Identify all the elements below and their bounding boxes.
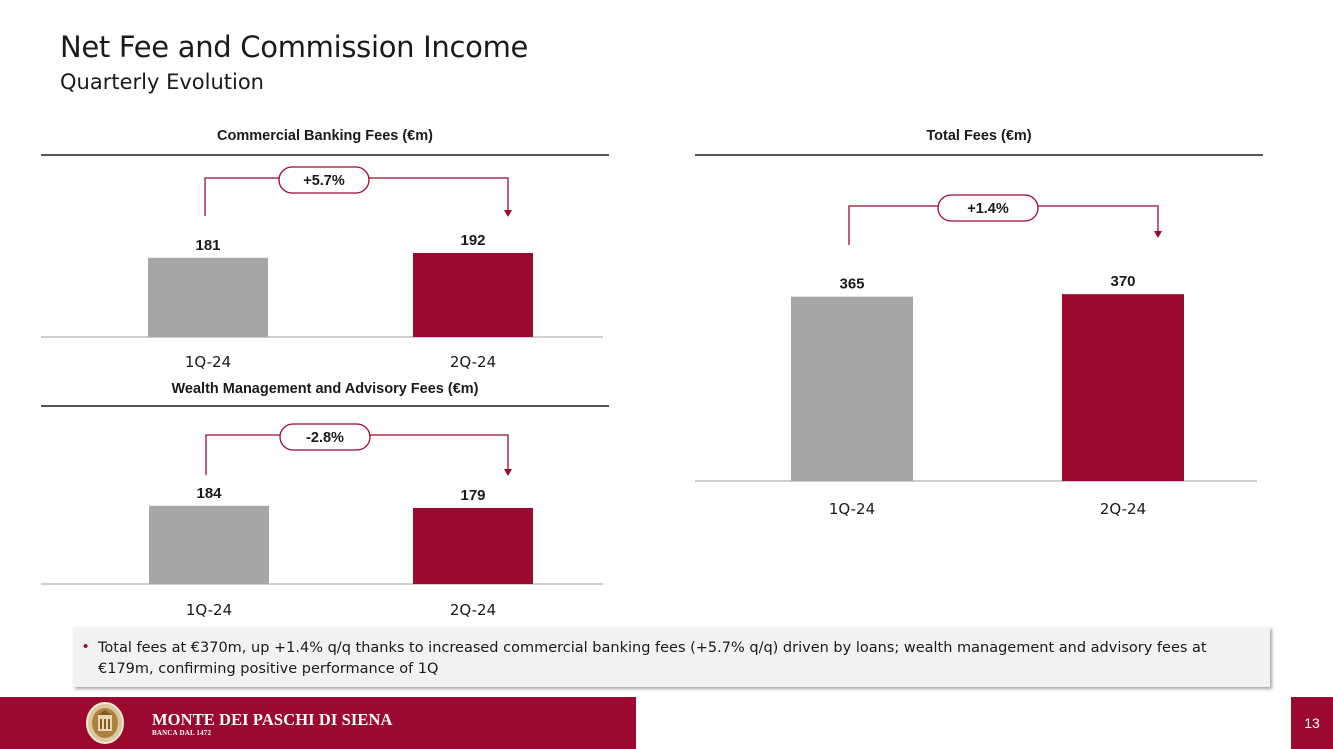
- bullet-icon: •: [83, 638, 89, 655]
- data-label: 184: [196, 485, 222, 502]
- data-label: 192: [460, 232, 485, 249]
- change-pill: [279, 423, 371, 451]
- chart-plot: 184 1Q-24 179 2Q-24 -2.8%: [41, 423, 603, 619]
- data-label: 370: [1110, 273, 1135, 290]
- bar-2Q-24: [413, 253, 533, 337]
- chart-title-rule: [41, 405, 609, 407]
- commercial-fees-chart: Commercial Banking Fees (€m) 181 1Q-24 192…: [41, 125, 609, 375]
- bar-1Q-24: [149, 505, 269, 584]
- chart-title-rule: [695, 154, 1263, 156]
- change-pill: [278, 166, 370, 194]
- wealth-fees-chart: Wealth Management and Advisory Fees (€m)…: [41, 375, 609, 625]
- arrow-head-icon: [504, 210, 512, 217]
- chart-title: Total Fees (€m): [926, 128, 1032, 144]
- brand-tagline: BANCA DAL 1472: [152, 729, 212, 737]
- chart-title: Wealth Management and Advisory Fees (€m): [171, 381, 479, 397]
- key-takeaway-text: Total fees at €370m, up +1.4% q/q thanks…: [98, 640, 1207, 677]
- x-tick-label: 2Q-24: [450, 353, 496, 371]
- page-number: 13: [1291, 697, 1333, 749]
- page-title: Net Fee and Commission Income: [60, 30, 529, 64]
- change-label: +1.4%: [967, 201, 1009, 217]
- x-tick-label: 2Q-24: [450, 601, 496, 619]
- chart-title: Commercial Banking Fees (€m): [217, 128, 433, 144]
- bar-2Q-24: [1062, 294, 1184, 481]
- x-tick-label: 2Q-24: [1100, 500, 1146, 518]
- bar-1Q-24: [148, 257, 268, 337]
- brand-name: MONTE DEI PASCHI DI SIENA: [152, 710, 393, 729]
- chart-plot: 365 1Q-24 370 2Q-24 +1.4%: [695, 194, 1257, 518]
- bank-seal-icon: [86, 702, 124, 744]
- arrow-head-icon: [1154, 231, 1162, 238]
- change-pill: [937, 194, 1039, 222]
- chart-plot: 181 1Q-24 192 2Q-24 +5.7%: [41, 166, 603, 371]
- page-subtitle: Quarterly Evolution: [60, 70, 264, 94]
- data-label: 181: [195, 237, 220, 254]
- change-connector: [204, 177, 509, 216]
- data-label: 365: [839, 276, 864, 293]
- data-label: 179: [460, 487, 485, 504]
- change-label: -2.8%: [306, 430, 344, 446]
- x-tick-label: 1Q-24: [829, 500, 875, 518]
- change-label: +5.7%: [303, 173, 345, 189]
- x-tick-label: 1Q-24: [185, 353, 231, 371]
- bar-2Q-24: [413, 507, 533, 584]
- change-connector: [205, 434, 509, 475]
- total-fees-chart: Total Fees (€m) 365 1Q-24 370 2Q-24 +1.4%: [695, 125, 1263, 525]
- x-tick-label: 1Q-24: [186, 601, 232, 619]
- bar-1Q-24: [791, 296, 913, 481]
- chart-title-rule: [41, 154, 609, 156]
- key-takeaway-box: • Total fees at €370m, up +1.4% q/q than…: [73, 627, 1270, 687]
- change-connector: [848, 205, 1159, 245]
- arrow-head-icon: [504, 469, 512, 476]
